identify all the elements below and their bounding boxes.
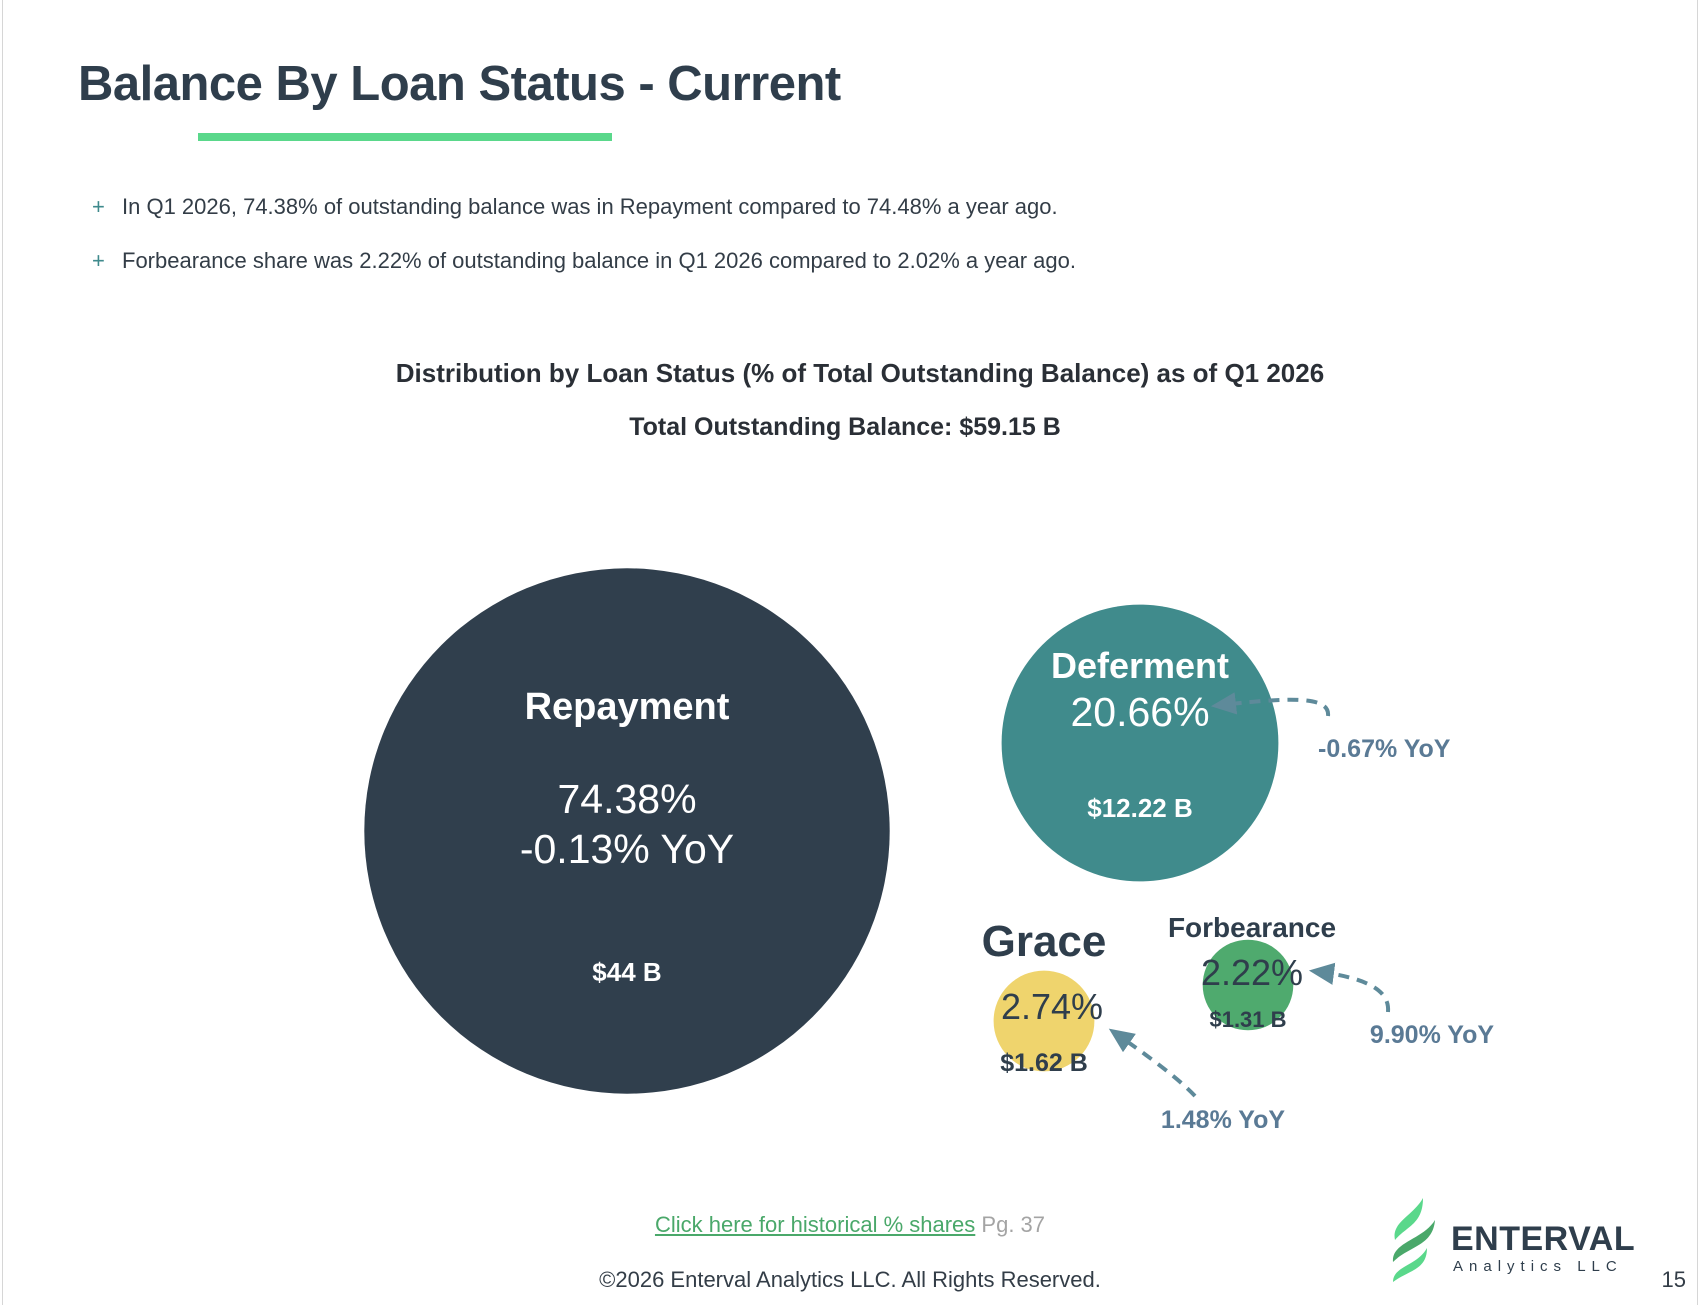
- page-title: Balance By Loan Status - Current: [78, 57, 841, 111]
- chart-subtitle: Total Outstanding Balance: $59.15 B: [629, 413, 1061, 441]
- yoy-arrow: [1210, 692, 1331, 717]
- bubble-balance-label: $44 B: [592, 957, 661, 987]
- bubble-share-label: 2.74%: [1001, 986, 1103, 1027]
- bullet-text: Forbearance share was 2.22% of outstandi…: [122, 248, 1076, 273]
- yoy-connectors: [1108, 692, 1391, 1098]
- chart-title: Distribution by Loan Status (% of Total …: [395, 358, 1325, 388]
- bubble-group: [364, 568, 1294, 1094]
- plus-icon: +: [92, 248, 105, 273]
- bullet-text: In Q1 2026, 74.38% of outstanding balanc…: [122, 194, 1058, 219]
- plus-icon: +: [92, 194, 105, 219]
- yoy-arrow: [1308, 962, 1391, 1013]
- copyright-text: ©2026 Enterval Analytics LLC. All Rights…: [599, 1267, 1101, 1292]
- bubble-name-label: Forbearance: [1168, 912, 1336, 943]
- bubble-name-label: Repayment: [525, 686, 730, 728]
- bubble-balance-label: $1.62 B: [1000, 1049, 1088, 1077]
- bubble-balance-label: $12.22 B: [1087, 793, 1193, 823]
- yoy-callout-label: 9.90% YoY: [1370, 1021, 1494, 1049]
- yoy-callout-label: 1.48% YoY: [1161, 1106, 1285, 1134]
- summary-bullets: + In Q1 2026, 74.38% of outstanding bala…: [92, 194, 1076, 302]
- bubble-grace: [993, 970, 1095, 1072]
- bubble-name-label: Deferment: [1051, 645, 1229, 686]
- title-underline: [198, 133, 612, 141]
- bubble-name-label: Grace: [982, 917, 1107, 966]
- bubble-balance-label: $1.31 B: [1209, 1007, 1286, 1032]
- logo-name: ENTERVAL: [1451, 1220, 1636, 1258]
- page-left-border: [2, 0, 3, 1305]
- page-number: 15: [1661, 1267, 1686, 1292]
- historical-shares-link[interactable]: Click here for historical % shares: [654, 1212, 976, 1237]
- historical-link-line: Click here for historical % shares Pg. 3…: [0, 1212, 1700, 1238]
- bubble-yoy-label: -0.13% YoY: [520, 826, 734, 872]
- yoy-arrow: [1108, 1028, 1197, 1098]
- bullet-item: + In Q1 2026, 74.38% of outstanding bala…: [92, 194, 1076, 248]
- bubble-share-label: 2.22%: [1201, 952, 1303, 993]
- bubble-share-label: 20.66%: [1070, 689, 1209, 735]
- bullet-item: + Forbearance share was 2.22% of outstan…: [92, 248, 1076, 302]
- yoy-callout-label: -0.67% YoY: [1318, 735, 1451, 763]
- bubble-repayment: [364, 568, 890, 1094]
- page-right-border: [1697, 0, 1698, 1305]
- bubble-deferment: [1001, 604, 1279, 882]
- logo-subtitle: Analytics LLC: [1453, 1258, 1623, 1275]
- bubble-share-label: 74.38%: [557, 776, 696, 822]
- leaf-swoosh-icon: [1392, 1198, 1435, 1282]
- bubble-forbearance: [1202, 939, 1294, 1031]
- enterval-logo: ENTERVAL Analytics LLC: [1383, 1196, 1636, 1286]
- historical-page-ref: Pg. 37: [981, 1212, 1046, 1237]
